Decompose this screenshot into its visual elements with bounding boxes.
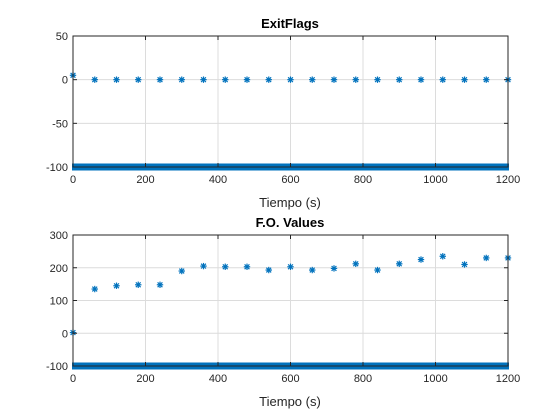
fo-values-point — [374, 266, 381, 274]
fo-values-point — [156, 281, 164, 288]
exitflags-point — [265, 76, 272, 83]
exitflags-plot: ExitFlags Tiempo (s) 0 200 400 600 800 1000 12… — [46, 16, 520, 210]
exitflags-point — [374, 76, 381, 83]
fo-values-point — [309, 266, 316, 274]
exitflags-xtick-label: 400 — [209, 174, 227, 186]
exitflags-xtick-label: 1000 — [423, 174, 447, 186]
fo-values-point — [243, 263, 251, 270]
exitflags-xtick-label: 0 — [70, 174, 76, 186]
exitflags-point — [200, 76, 207, 83]
fo-values-xtick-label: 800 — [354, 373, 372, 385]
fo-values-point — [113, 282, 120, 289]
fo-values-point — [352, 260, 359, 268]
fo-values-ytick-label: 300 — [50, 230, 68, 242]
fo-values-plot: F.O. Values Tiempo (s) 0 200 400 600 800 1000… — [46, 215, 520, 409]
fo-values-point — [135, 281, 142, 288]
fo-values-xtick-label: 1000 — [423, 373, 447, 385]
fo-values-point — [178, 267, 185, 275]
fo-values-point — [265, 266, 272, 274]
fo-values-point — [287, 263, 294, 270]
exitflags-point — [113, 76, 120, 83]
exitflags-xtick-label: 200 — [136, 174, 154, 186]
exitflags-point — [178, 76, 185, 83]
exitflags-xtick-label: 800 — [354, 174, 372, 186]
fo-values-point — [330, 265, 338, 272]
fo-values-point — [417, 256, 425, 263]
exitflags-point — [417, 76, 425, 83]
fo-values-xtick-label: 600 — [281, 373, 299, 385]
fo-values-point — [461, 261, 468, 268]
fo-values-point — [396, 260, 403, 268]
exitflags-point — [352, 76, 359, 83]
exitflags-point — [396, 76, 403, 83]
fo-values-xlabel: Tiempo (s) — [259, 394, 321, 409]
fo-values-ytick-label: 200 — [50, 263, 68, 275]
exitflags-title: ExitFlags — [261, 16, 319, 31]
fo-values-point — [439, 253, 446, 260]
exitflags-point — [243, 76, 251, 83]
exitflags-ytick-label: -50 — [52, 118, 68, 130]
exitflags-point — [483, 76, 490, 83]
exitflags-point — [309, 76, 316, 83]
exitflags-point — [91, 76, 98, 83]
fo-values-point — [222, 263, 229, 270]
exitflags-point — [330, 76, 338, 83]
exitflags-ytick-label: 0 — [62, 75, 68, 87]
fo-values-xtick-label: 1200 — [496, 373, 520, 385]
exitflags-ytick-label: 50 — [56, 31, 68, 43]
fo-values-xtick-label: 400 — [209, 373, 227, 385]
fo-values-point — [200, 262, 207, 270]
exitflags-xtick-label: 1200 — [496, 174, 520, 186]
fo-values-xtick-label: 200 — [136, 373, 154, 385]
exitflags-point — [461, 76, 468, 83]
exitflags-point — [287, 76, 294, 83]
fo-values-title: F.O. Values — [256, 215, 325, 230]
exitflags-point — [156, 76, 164, 83]
fo-values-ytick-label: 0 — [62, 328, 68, 340]
exitflags-xtick-label: 600 — [281, 174, 299, 186]
fo-values-point — [91, 285, 98, 293]
exitflags-point — [222, 76, 229, 83]
fo-values-ytick-label: 100 — [50, 296, 68, 308]
fo-values-point — [483, 254, 490, 262]
fo-values-xtick-label: 0 — [70, 373, 76, 385]
exitflags-point — [439, 76, 446, 83]
exitflags-point — [135, 76, 142, 83]
exitflags-ytick-label: -100 — [46, 162, 68, 174]
exitflags-xlabel: Tiempo (s) — [259, 195, 321, 210]
fo-values-ytick-label: -100 — [46, 361, 68, 373]
